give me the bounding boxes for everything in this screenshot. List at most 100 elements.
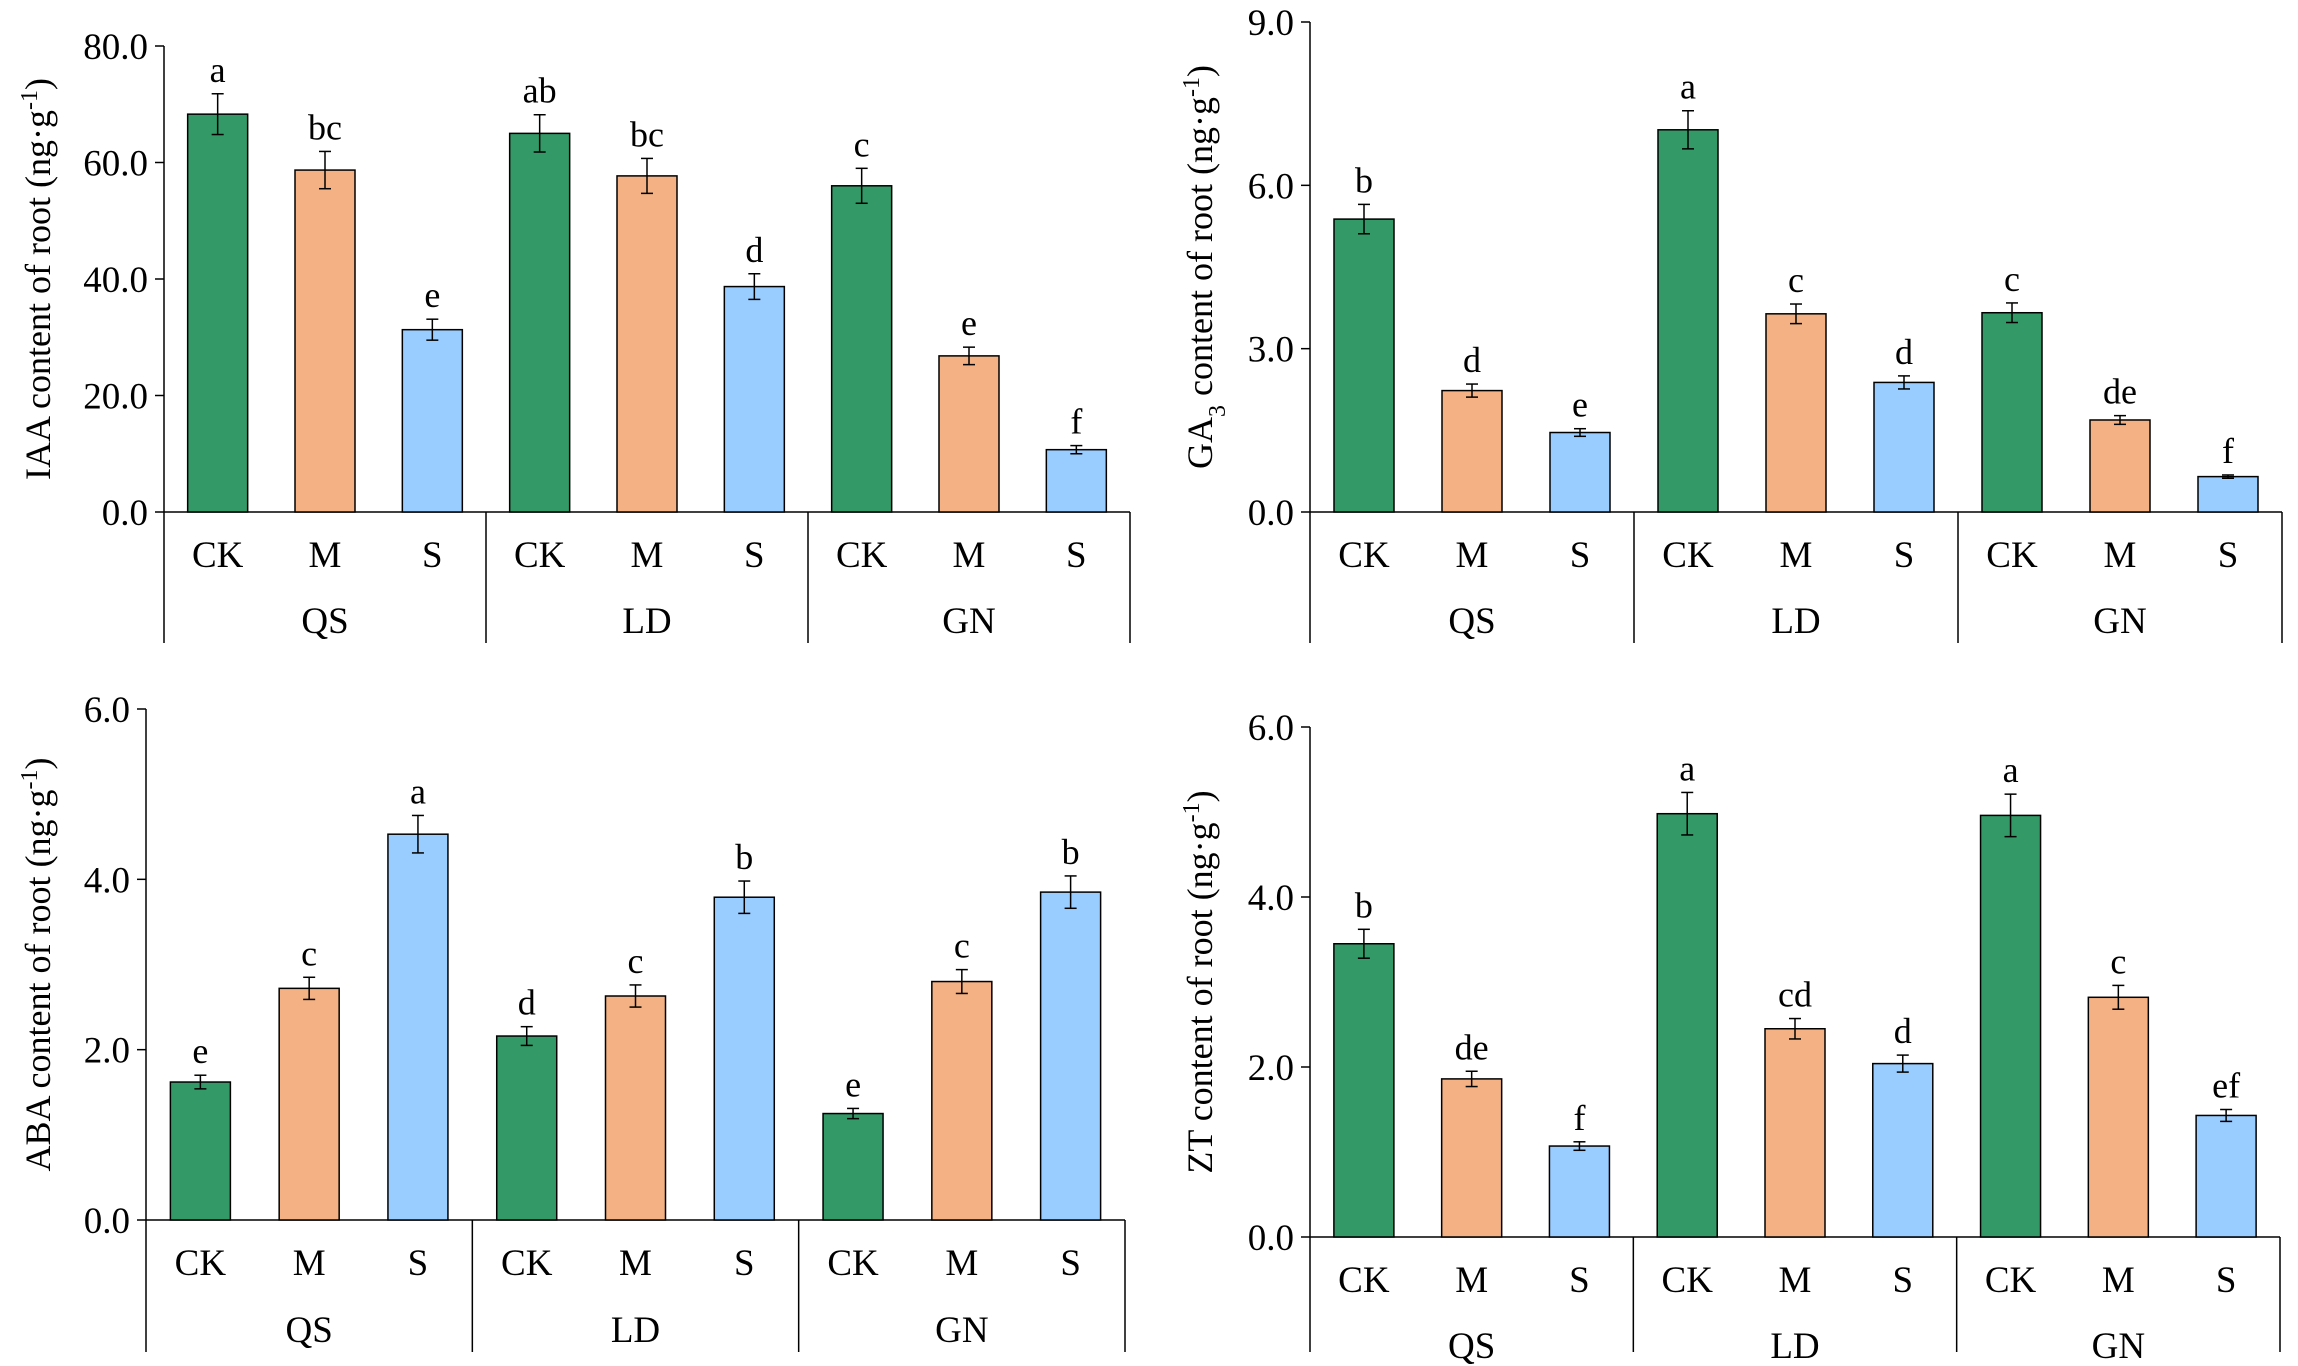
significance-letter: d (1895, 332, 1913, 372)
zt-panel: 0.0 2.0 4.0 6.0 ZT content of root (ng·g-1) Q… (1179, 708, 2281, 1366)
category-label: M (309, 535, 342, 576)
ga3-panel: 0.0 3.0 6.0 9.0 GA3 content of root (ng·g-1)… (1179, 3, 2283, 643)
bar (1656, 812, 1718, 1238)
significance-letter: b (735, 837, 753, 877)
y-axis-label: ZT content of root (ng·g-1) (1179, 790, 1220, 1173)
category-label: S (2218, 535, 2239, 576)
group-label: LD (611, 1310, 660, 1351)
bar (186, 113, 249, 513)
y-axis-label: IAA content of root (ng·g-1) (17, 78, 58, 480)
significance-letter: b (1355, 160, 1373, 200)
category-label: M (2102, 1260, 2135, 1301)
significance-letter: bc (630, 114, 664, 154)
y-tick-label: 9.0 (1248, 3, 1294, 44)
significance-letter: a (1679, 748, 1695, 788)
category-label: M (1456, 535, 1489, 576)
category-label: M (619, 1243, 652, 1284)
category-label: CK (1662, 535, 1714, 576)
significance-letter: c (854, 124, 870, 164)
category-label: CK (1338, 1260, 1390, 1301)
iaa-panel: 0.0 20.0 40.0 60.0 80.0 IAA content of root (… (17, 27, 1131, 643)
significance-letter: ab (523, 71, 557, 111)
group-label: GN (942, 601, 995, 642)
category-label: M (1780, 535, 1813, 576)
y-tick-label: 0.0 (1248, 1218, 1294, 1259)
significance-letter: c (301, 933, 317, 973)
category-label: S (1894, 535, 1915, 576)
group-label: LD (622, 601, 671, 642)
significance-letter: e (961, 303, 977, 343)
significance-letter: c (628, 941, 644, 981)
significance-letter: cd (1778, 975, 1812, 1015)
category-label: CK (836, 535, 888, 576)
group-label: QS (1448, 601, 1495, 642)
bar (1981, 311, 2043, 513)
bar (1441, 389, 1503, 513)
category-label: M (293, 1243, 326, 1284)
significance-letter: e (424, 275, 440, 315)
significance-letter: f (1573, 1098, 1585, 1138)
category-label: S (744, 535, 765, 576)
significance-letter: ef (2212, 1066, 2240, 1106)
significance-letter: a (2003, 750, 2019, 790)
category-label: S (1892, 1260, 1913, 1301)
bar (1440, 1078, 1503, 1238)
y-tick-label: 60.0 (83, 144, 148, 185)
y-tick-label: 0.0 (1248, 493, 1294, 534)
bar (169, 1081, 232, 1221)
category-label: M (631, 535, 664, 576)
category-label: M (1779, 1260, 1812, 1301)
y-tick-label: 0.0 (84, 1201, 130, 1242)
bar (294, 169, 356, 513)
significance-letter: e (1572, 385, 1588, 425)
bar (604, 995, 667, 1221)
bar (2087, 996, 2150, 1238)
significance-letter: a (1680, 67, 1696, 107)
bar (1333, 943, 1395, 1238)
bar (713, 896, 776, 1221)
category-label: S (1066, 535, 1087, 576)
bar (830, 185, 893, 513)
category-label: M (2104, 535, 2137, 576)
category-label: M (1455, 1260, 1488, 1301)
bar (822, 1112, 884, 1221)
group-label: QS (1448, 1326, 1495, 1366)
category-label: CK (501, 1243, 553, 1284)
y-tick-label: 4.0 (1248, 878, 1294, 919)
bar (2195, 1114, 2257, 1238)
y-tick-label: 2.0 (1248, 1048, 1294, 1089)
significance-letter: de (2103, 372, 2137, 412)
group-label: GN (2092, 1326, 2145, 1366)
y-tick-label: 3.0 (1248, 330, 1294, 371)
group-label: QS (301, 601, 348, 642)
significance-letter: e (845, 1064, 861, 1104)
category-label: M (953, 535, 986, 576)
significance-letter: c (954, 926, 970, 966)
bar (278, 987, 340, 1221)
category-label: S (2216, 1260, 2237, 1301)
significance-letter: c (2004, 259, 2020, 299)
bar (1657, 129, 1719, 513)
bar (495, 1035, 558, 1221)
bar (1045, 448, 1108, 513)
category-label: M (945, 1243, 978, 1284)
significance-letter: a (210, 50, 226, 90)
bar (938, 355, 1000, 513)
bar (2089, 419, 2151, 513)
significance-letter: de (1455, 1027, 1489, 1067)
bar (931, 980, 993, 1221)
bar (1764, 1028, 1826, 1238)
y-tick-label: 6.0 (1248, 708, 1294, 749)
significance-letter: f (2222, 431, 2234, 471)
bar (401, 328, 464, 513)
bar (387, 833, 449, 1221)
bar (508, 132, 571, 513)
y-tick-label: 2.0 (84, 1031, 130, 1072)
significance-letter: e (192, 1031, 208, 1071)
significance-letter: c (2110, 941, 2126, 981)
group-label: GN (2093, 601, 2146, 642)
bar (1333, 218, 1395, 513)
group-label: GN (935, 1310, 988, 1351)
bar (1872, 1062, 1934, 1238)
